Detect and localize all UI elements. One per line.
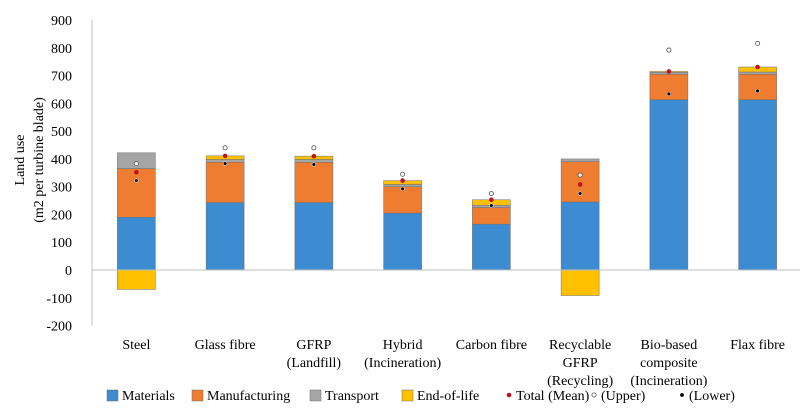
- legend-marker-lower: [680, 393, 684, 397]
- y-tick-label: 100: [51, 236, 72, 251]
- legend-swatch-manufacturing: [191, 389, 204, 402]
- bar-segment-manufacturing: [472, 207, 511, 225]
- legend: Materials Manufacturing Transport End-of-li…: [106, 389, 735, 404]
- marker-upper: [666, 47, 672, 53]
- category-label: GFRP: [296, 338, 331, 353]
- marker-upper: [311, 145, 317, 151]
- y-axis-title-line: Land use: [13, 135, 28, 186]
- marker-upper: [577, 172, 583, 178]
- category-label: composite: [640, 356, 698, 371]
- y-tick-label: 300: [51, 181, 72, 196]
- marker-mean: [311, 153, 317, 159]
- legend-label-manufacturing: Manufacturing: [207, 389, 290, 404]
- bar-segment-end-of-life: [560, 269, 600, 296]
- y-tick-label: 700: [51, 70, 72, 85]
- category-label: Flax fibre: [730, 338, 785, 353]
- bar-segment-manufacturing: [117, 168, 156, 218]
- bar-segment-materials: [294, 202, 334, 271]
- marker-lower: [489, 203, 494, 208]
- bar-segment-transport: [738, 71, 777, 75]
- bar-segment-manufacturing: [294, 162, 334, 203]
- bar-segment-materials: [205, 202, 245, 271]
- markers: [133, 40, 761, 208]
- marker-mean: [400, 178, 405, 183]
- legend-label-transport: Transport: [325, 389, 379, 404]
- y-tick-label: 600: [51, 97, 72, 112]
- y-tick-label: 0: [65, 264, 72, 279]
- marker-upper: [222, 145, 228, 151]
- y-tick-label: 500: [51, 125, 72, 140]
- marker-lower: [666, 91, 672, 97]
- bar-segment-materials: [383, 212, 422, 271]
- legend-label-total-mean: Total (Mean): [516, 389, 590, 404]
- marker-mean: [222, 153, 228, 159]
- y-tick-label: 200: [51, 208, 72, 223]
- bar-segment-transport: [383, 184, 422, 187]
- x-axis-categories: Steel Glass fibre GFRP (Landfill) Hybrid (Inc…: [122, 338, 785, 389]
- category-label: GFRP: [563, 356, 598, 371]
- category-label: Hybrid: [383, 338, 423, 353]
- bar-segment-materials: [472, 223, 511, 271]
- legend-swatch-materials: [106, 389, 119, 402]
- marker-upper: [133, 161, 139, 167]
- bar-segment-transport: [117, 152, 156, 169]
- y-tick-label: -200: [46, 320, 72, 335]
- legend-label-lower: (Lower): [689, 389, 735, 404]
- bar-segment-materials: [117, 216, 156, 271]
- y-axis-title-line: (m2 per turbine blade): [32, 97, 47, 223]
- legend-swatch-transport: [309, 389, 322, 402]
- bar-segment-materials: [738, 99, 777, 271]
- legend-swatch-end-of-life: [401, 389, 414, 402]
- bar-segment-manufacturing: [560, 161, 600, 203]
- y-axis-title: Land use (m2 per turbine blade): [13, 97, 47, 223]
- marker-upper: [755, 40, 761, 46]
- marker-mean: [577, 182, 583, 187]
- y-tick-label: 900: [51, 14, 72, 29]
- category-label: (Recycling): [547, 374, 613, 389]
- legend-label-end-of-life: End-of-life: [417, 389, 479, 404]
- bars: [117, 66, 777, 296]
- marker-lower: [222, 161, 228, 166]
- marker-lower: [755, 88, 760, 94]
- y-axis-ticks: 900 800 700 600 500 400 300 200 100 0 -100 -200: [46, 14, 72, 334]
- marker-mean: [134, 169, 139, 175]
- marker-mean: [755, 64, 760, 70]
- legend-marker-upper: [591, 392, 597, 398]
- category-label: (Incineration): [364, 356, 441, 371]
- y-tick-label: 800: [51, 42, 72, 57]
- bar-segment-materials: [649, 99, 689, 271]
- bar-segment-materials: [560, 201, 600, 271]
- marker-lower: [134, 178, 139, 183]
- category-label: Bio-based: [640, 338, 697, 353]
- y-tick-label: -100: [46, 292, 72, 307]
- bar-segment-manufacturing: [383, 186, 422, 214]
- marker-mean: [489, 197, 494, 203]
- marker-lower: [400, 186, 405, 192]
- legend-label-materials: Materials: [122, 389, 175, 404]
- bar-segment-manufacturing: [738, 73, 777, 101]
- bar-segment-transport: [294, 159, 334, 163]
- legend-marker-mean: [506, 392, 512, 398]
- legend-label-upper: (Upper): [601, 389, 646, 404]
- category-label: Glass fibre: [195, 338, 256, 353]
- category-label: (Incineration): [630, 374, 707, 389]
- marker-lower: [577, 191, 583, 196]
- category-label: Carbon fibre: [456, 338, 527, 353]
- bar-segment-end-of-life: [117, 269, 156, 290]
- category-label: Steel: [122, 338, 150, 353]
- y-tick-label: 400: [51, 153, 72, 168]
- marker-upper: [488, 191, 494, 197]
- category-label: (Landfill): [287, 356, 342, 371]
- marker-lower: [311, 162, 317, 167]
- category-label: Recyclable: [549, 338, 611, 353]
- marker-upper: [400, 171, 406, 177]
- bar-segment-manufacturing: [205, 162, 245, 203]
- marker-mean: [666, 69, 672, 74]
- bar-segment-transport: [560, 158, 600, 162]
- axes: [91, 20, 800, 326]
